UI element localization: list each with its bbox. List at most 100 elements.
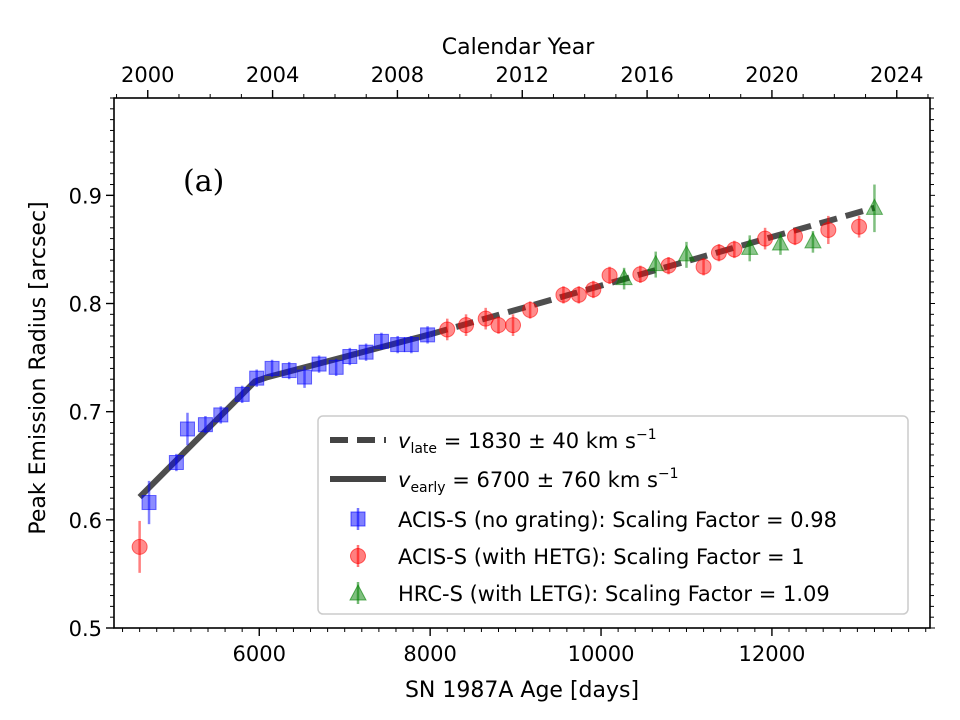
circle-marker xyxy=(695,258,712,275)
data-point-circle xyxy=(458,314,475,336)
top-tick-label: 2008 xyxy=(371,63,424,87)
top-axis-label: Calendar Year xyxy=(442,35,595,60)
data-point-square xyxy=(197,416,213,434)
top-tick-label: 2000 xyxy=(121,63,174,87)
triangle-marker xyxy=(615,268,633,286)
data-point-triangle xyxy=(615,267,633,290)
data-point-circle xyxy=(660,257,677,275)
data-markers xyxy=(131,184,884,573)
circle-marker xyxy=(458,317,475,334)
triangle-marker xyxy=(740,238,759,255)
circle-marker xyxy=(477,310,494,327)
circle-marker xyxy=(131,538,148,555)
data-point-circle xyxy=(555,286,572,304)
top-tick-label: 2016 xyxy=(620,63,673,87)
circle-marker xyxy=(439,321,456,338)
x-tick-label: 8000 xyxy=(403,642,456,666)
data-point-circle xyxy=(786,227,803,246)
top-tick-label: 2012 xyxy=(496,63,549,87)
square-marker xyxy=(141,495,157,511)
data-point-circle xyxy=(632,265,649,283)
data-point-circle xyxy=(695,258,712,276)
top-tick-label: 2024 xyxy=(870,63,923,87)
legend-v-early-symbol: v xyxy=(398,468,411,492)
panel-label: (a) xyxy=(183,164,224,199)
triangle-marker xyxy=(677,244,696,262)
legend-triangle-marker xyxy=(349,582,367,604)
data-point-square xyxy=(141,480,157,525)
square-marker xyxy=(197,417,213,433)
square-marker xyxy=(168,455,184,471)
data-point-circle xyxy=(710,244,727,262)
square-marker xyxy=(249,370,265,386)
square-marker xyxy=(213,407,229,423)
square-marker xyxy=(311,356,327,372)
square-marker xyxy=(420,327,436,343)
series-circle xyxy=(131,215,868,573)
data-point-square xyxy=(168,453,184,472)
series-triangle xyxy=(615,184,884,290)
square-marker xyxy=(403,337,419,353)
legend-v-late-value: = 1830 ± 40 km s xyxy=(437,429,636,453)
data-point-circle xyxy=(522,301,539,319)
circle-marker xyxy=(726,241,743,258)
square-marker xyxy=(179,421,195,437)
square-marker xyxy=(358,344,374,360)
square-marker xyxy=(328,359,344,375)
square-marker xyxy=(373,333,389,349)
series-square xyxy=(141,326,436,525)
data-point-square xyxy=(420,326,436,344)
data-point-circle xyxy=(505,314,522,336)
data-point-circle xyxy=(757,227,774,250)
data-point-square xyxy=(373,332,389,351)
data-point-circle xyxy=(601,266,618,285)
data-point-triangle xyxy=(804,231,822,253)
legend: vlate = 1830 ± 40 km s−1 vearly = 6700 ±… xyxy=(317,415,909,615)
square-marker xyxy=(264,360,280,376)
legend-circle-marker xyxy=(350,545,366,567)
square-marker xyxy=(281,363,297,379)
data-point-square xyxy=(264,359,280,378)
data-point-triangle xyxy=(740,235,759,262)
legend-v-early-label: vearly = 6700 ± 760 km s−1 xyxy=(398,466,679,496)
legend-frame xyxy=(317,415,909,615)
legend-v-early-value: = 6700 ± 760 km s xyxy=(446,468,658,492)
circle-marker xyxy=(820,221,837,238)
data-point-square xyxy=(328,358,344,376)
legend-v-late-label: vlate = 1830 ± 40 km s−1 xyxy=(398,427,657,457)
circle-marker xyxy=(555,286,572,303)
legend-v-late-symbol: v xyxy=(398,429,411,453)
data-point-square xyxy=(281,361,297,380)
legend-v-late-subscript: late xyxy=(410,441,437,457)
data-point-circle xyxy=(131,520,148,573)
legend-acis-no-grating-label: ACIS-S (no grating): Scaling Factor = 0.… xyxy=(398,508,837,532)
x-axis-label: SN 1987A Age [days] xyxy=(405,678,639,703)
y-tick-label: 0.5 xyxy=(69,617,102,641)
y-tick-label: 0.8 xyxy=(69,293,102,317)
axes: 6000 8000 10000 12000 0.5 0.6 0.7 0.8 0.9 2000 200… xyxy=(69,63,935,666)
data-point-triangle xyxy=(646,251,665,278)
y-tick-label: 0.6 xyxy=(69,509,102,533)
legend-acis-hetg-label: ACIS-S (with HETG): Scaling Factor = 1 xyxy=(398,545,805,569)
circle-marker xyxy=(570,286,587,303)
data-point-circle xyxy=(726,240,743,259)
data-point-square xyxy=(403,335,419,354)
circle-marker xyxy=(601,267,618,284)
triangle-marker xyxy=(771,233,790,251)
x-tick-label: 10000 xyxy=(568,642,635,666)
circle-marker xyxy=(786,228,803,245)
square-marker xyxy=(297,369,313,385)
square-marker xyxy=(234,386,250,402)
y-tick-label: 0.7 xyxy=(69,401,102,425)
data-point-circle xyxy=(820,215,837,245)
legend-hrc-letg-label: HRC-S (with LETG): Scaling Factor = 1.09 xyxy=(398,582,830,606)
data-point-square xyxy=(179,412,195,446)
x-tick-label: 12000 xyxy=(739,642,806,666)
data-point-square xyxy=(358,343,374,361)
data-point-square xyxy=(234,385,250,404)
data-point-triangle xyxy=(677,241,696,268)
circle-marker xyxy=(585,281,602,298)
circle-marker xyxy=(522,302,539,318)
y-axis-label: Peak Emission Radius [arcsec] xyxy=(26,201,51,534)
